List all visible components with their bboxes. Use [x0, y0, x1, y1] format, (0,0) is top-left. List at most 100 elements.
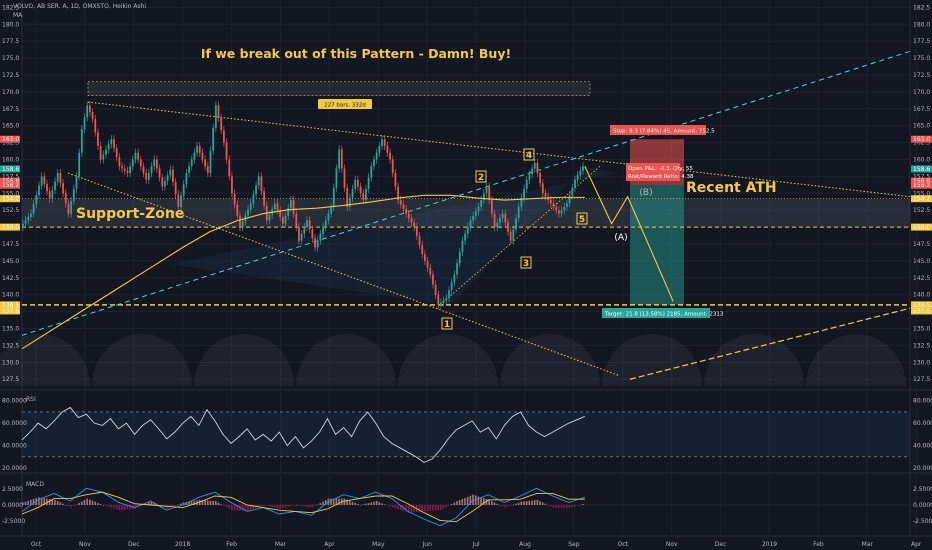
macd-histogram-bar: [362, 504, 364, 505]
macd-title: MACD: [26, 481, 44, 488]
macd-histogram-bar: [247, 505, 249, 512]
macd-histogram-bar: [56, 501, 59, 505]
candle-body: [298, 227, 300, 241]
candle-body: [579, 170, 582, 176]
macd-histogram-bar: [91, 500, 94, 505]
cycle-arc: [296, 334, 396, 386]
price-tag-right: 156.2: [913, 182, 930, 189]
macd-histogram-bar: [233, 505, 236, 511]
price-tick-right: 172.5: [913, 72, 930, 79]
candle-body: [276, 203, 279, 211]
wave-label-2-text: 2: [478, 173, 484, 183]
macd-histogram-bar: [177, 504, 180, 506]
macd-histogram-bar: [64, 505, 67, 506]
macd-histogram-bar: [201, 500, 204, 505]
candle-body: [499, 218, 501, 223]
candle-body: [509, 231, 512, 241]
candle-body: [239, 215, 241, 228]
price-tick-left: 170.0: [2, 89, 19, 96]
candle-body: [214, 105, 217, 128]
macd-histogram-bar: [265, 505, 268, 506]
macd-histogram-bar: [70, 505, 72, 508]
time-tick: 2019: [762, 541, 777, 548]
macd-histogram-bar: [549, 505, 552, 507]
wave-label-4-text: 4: [526, 151, 532, 161]
candle-body: [397, 186, 399, 201]
macd-histogram-bar: [391, 505, 394, 508]
macd-histogram-bar: [429, 505, 431, 511]
macd-histogram-bar: [560, 505, 563, 508]
candle-body: [496, 222, 499, 228]
candle-body: [56, 173, 59, 182]
macd-histogram-bar: [51, 499, 54, 505]
candle-body: [169, 169, 172, 176]
rsi-tick-left: 60.0000: [2, 420, 27, 427]
macd-tick-right: -2.5000: [913, 518, 932, 525]
price-tick-left: 127.5: [2, 376, 19, 383]
price-tag-right: 154.2: [913, 196, 930, 203]
candle-body: [415, 227, 418, 237]
overlay-layer: 163.0158.6156.8156.2154.2150.0138.5137.6…: [0, 135, 932, 527]
macd-histogram-bar: [314, 505, 316, 507]
macd-histogram-bar: [512, 504, 515, 506]
candle-body: [287, 207, 290, 216]
rsi-tick-right: 80.0000: [913, 398, 932, 405]
macd-histogram-bar: [413, 505, 415, 513]
macd-histogram-bar: [482, 498, 485, 505]
candle-body: [330, 206, 332, 214]
candle-body: [164, 180, 166, 187]
candle-body: [113, 139, 115, 149]
macd-histogram-bar: [110, 505, 113, 508]
macd-histogram-bar: [456, 501, 458, 505]
price-tick-left: 130.0: [2, 359, 19, 366]
macd-histogram-bar: [83, 500, 86, 505]
macd-histogram-bar: [375, 501, 378, 505]
candle-body: [185, 173, 188, 185]
rsi-tick-left: 40.0000: [2, 443, 27, 450]
macd-histogram-bar: [257, 505, 260, 508]
macd-histogram-bar: [206, 500, 209, 505]
price-tag-left: 138.5: [2, 302, 19, 309]
candle-body: [348, 197, 351, 207]
candle-body: [531, 168, 533, 175]
price-tag-right: 156.8: [913, 178, 930, 185]
candle-body: [147, 173, 150, 180]
price-tag-left-bg: [0, 307, 20, 315]
candle-body: [381, 139, 383, 146]
price-tick-right: 127.5: [913, 376, 930, 383]
macd-histogram-bar: [89, 499, 91, 505]
macd-histogram-bar: [62, 503, 64, 505]
wave-label-2: 2: [475, 170, 487, 183]
price-tick-left: 142.5: [2, 275, 19, 282]
macd-histogram-bar: [32, 499, 35, 505]
macd-histogram-bar: [180, 503, 182, 505]
candle-body: [338, 149, 341, 169]
candle-body: [327, 213, 330, 221]
candle-body: [576, 175, 579, 180]
macd-histogram-bar: [324, 500, 327, 505]
time-tick: Nov: [79, 541, 91, 548]
macd-histogram-bar: [515, 503, 517, 505]
macd-signal-line: [21, 491, 585, 523]
time-tick: Mar: [862, 541, 874, 548]
macd-histogram-bar: [139, 505, 142, 507]
candle-body: [233, 193, 236, 205]
time-tick: 2018: [175, 541, 190, 548]
candle-body: [566, 203, 568, 207]
macd-histogram-bar: [536, 499, 539, 505]
macd-histogram-bar: [517, 502, 520, 505]
macd-histogram-bar: [129, 505, 131, 510]
candle-body: [67, 203, 70, 214]
macd-histogram-bar: [298, 505, 300, 506]
macd-histogram-bar: [410, 505, 413, 513]
price-tag-left-bg: [0, 223, 20, 231]
candle-body: [461, 240, 464, 252]
candle-body: [180, 195, 182, 207]
macd-histogram-bar: [504, 505, 506, 508]
candle-body: [450, 282, 453, 291]
candle-body: [582, 166, 584, 171]
rsi-tick-right: 60.0000: [913, 420, 932, 427]
macd-histogram-bar: [38, 497, 40, 505]
candle-body: [158, 168, 161, 178]
